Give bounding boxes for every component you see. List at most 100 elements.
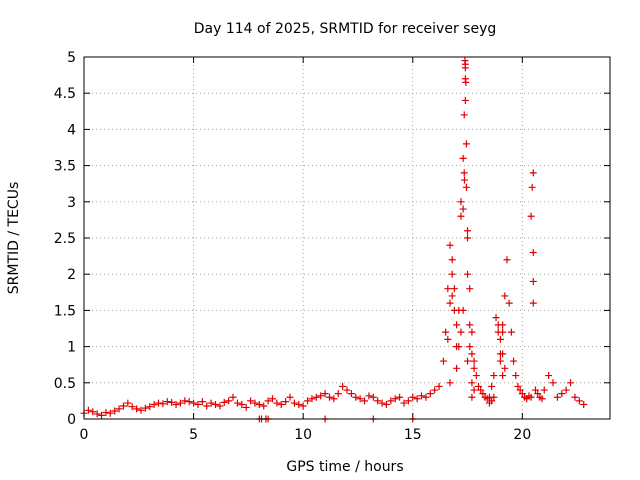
data-point bbox=[352, 393, 360, 401]
data-point bbox=[93, 410, 101, 418]
y-tick-label: 5 bbox=[67, 50, 76, 66]
data-point bbox=[89, 408, 97, 416]
data-point bbox=[460, 169, 468, 177]
data-point bbox=[404, 397, 412, 405]
data-point bbox=[468, 328, 476, 336]
data-point bbox=[529, 169, 537, 177]
data-point bbox=[558, 390, 566, 398]
data-point bbox=[365, 392, 373, 400]
x-tick-label: 20 bbox=[513, 427, 531, 443]
data-point bbox=[194, 401, 202, 409]
data-point bbox=[528, 183, 536, 191]
data-point bbox=[475, 382, 482, 390]
data-point bbox=[462, 140, 470, 148]
data-point bbox=[464, 234, 472, 242]
data-point bbox=[444, 285, 452, 293]
data-point bbox=[220, 398, 228, 406]
data-point bbox=[514, 382, 522, 390]
data-point bbox=[459, 306, 467, 314]
data-point bbox=[176, 399, 184, 407]
data-point bbox=[538, 395, 546, 403]
data-point bbox=[238, 401, 246, 409]
data-point bbox=[361, 397, 369, 405]
data-point bbox=[277, 401, 285, 409]
data-point bbox=[499, 372, 507, 380]
data-point bbox=[431, 386, 439, 394]
data-point bbox=[84, 406, 92, 414]
data-point bbox=[488, 382, 496, 390]
data-point bbox=[229, 393, 237, 401]
data-point bbox=[496, 357, 504, 365]
data-point bbox=[422, 393, 430, 401]
data-point bbox=[304, 397, 312, 405]
data-point bbox=[450, 285, 458, 293]
data-point bbox=[580, 401, 588, 409]
data-point bbox=[400, 399, 408, 407]
data-point bbox=[374, 397, 382, 405]
y-tick-label: 2 bbox=[67, 267, 76, 283]
data-point bbox=[448, 256, 456, 264]
data-point bbox=[356, 395, 364, 403]
data-point bbox=[273, 399, 281, 407]
data-point bbox=[503, 256, 511, 264]
data-point bbox=[146, 403, 154, 411]
data-point bbox=[462, 78, 470, 86]
data-point bbox=[470, 357, 478, 365]
data-point bbox=[343, 386, 351, 394]
data-point bbox=[448, 292, 456, 300]
data-point bbox=[435, 382, 443, 390]
data-point bbox=[549, 379, 557, 387]
data-point bbox=[133, 405, 141, 413]
data-point bbox=[510, 357, 518, 365]
data-point bbox=[468, 379, 476, 387]
data-point bbox=[141, 404, 149, 412]
data-point bbox=[562, 386, 570, 394]
data-point bbox=[299, 402, 307, 410]
axis-ticks: 0 0.5 1 1.5 2 2.5 3 3.5 4 4.5 5 0 5 10 15 20 bbox=[54, 50, 610, 443]
data-point bbox=[190, 399, 198, 407]
data-point bbox=[369, 393, 377, 401]
data-point bbox=[494, 321, 502, 329]
data-point bbox=[446, 379, 454, 387]
y-tick-label: 1.5 bbox=[54, 303, 76, 319]
data-point bbox=[391, 395, 399, 403]
data-point bbox=[540, 386, 548, 394]
data-point bbox=[518, 390, 526, 398]
data-point bbox=[290, 399, 298, 407]
x-tick-label: 0 bbox=[80, 427, 89, 443]
data-point bbox=[128, 403, 136, 411]
x-tick-label: 5 bbox=[189, 427, 198, 443]
y-tick-label: 0.5 bbox=[54, 376, 76, 392]
data-point bbox=[409, 393, 417, 401]
data-point bbox=[102, 408, 110, 416]
chart-title: Day 114 of 2025, SRMTID for receiver sey… bbox=[194, 21, 497, 37]
data-point bbox=[470, 386, 478, 394]
data-point bbox=[571, 393, 579, 401]
data-point bbox=[308, 395, 316, 403]
data-point bbox=[317, 392, 325, 400]
data-point bbox=[534, 390, 542, 398]
data-point bbox=[464, 227, 472, 235]
data-point bbox=[334, 390, 342, 398]
y-tick-label: 0 bbox=[67, 412, 76, 428]
data-point bbox=[312, 393, 320, 401]
data-point bbox=[330, 395, 338, 403]
data-point bbox=[207, 399, 215, 407]
y-axis-label: SRMTID / TECUs bbox=[6, 182, 22, 295]
data-point bbox=[124, 399, 132, 407]
data-point bbox=[507, 328, 515, 336]
data-point bbox=[225, 397, 233, 405]
data-point bbox=[477, 386, 485, 394]
data-point bbox=[492, 314, 500, 322]
data-point bbox=[444, 335, 452, 343]
data-point bbox=[98, 411, 106, 419]
data-point bbox=[527, 212, 535, 220]
y-tick-label: 2.5 bbox=[54, 231, 76, 247]
data-point bbox=[255, 401, 263, 409]
data-point bbox=[216, 402, 224, 410]
x-tick-label: 15 bbox=[404, 427, 422, 443]
data-point bbox=[439, 357, 447, 365]
data-point bbox=[442, 328, 450, 336]
y-tick-label: 4 bbox=[67, 122, 76, 138]
data-point bbox=[260, 402, 268, 410]
